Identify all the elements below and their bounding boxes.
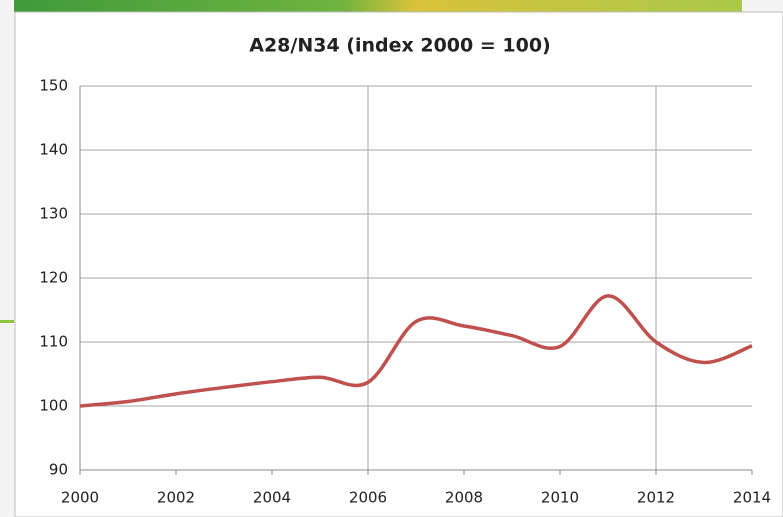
decor-line: [0, 320, 14, 323]
x-tick-label: 2010: [541, 489, 579, 507]
y-tick-label: 110: [39, 333, 68, 351]
chart-area: [14, 11, 783, 517]
y-tick-label: 100: [39, 397, 68, 415]
data-line: [79, 294, 753, 408]
decor-strip: [14, 0, 742, 12]
y-tick-label: 130: [39, 205, 68, 223]
x-tick-label: 2004: [253, 489, 291, 507]
x-tick-label: 2014: [733, 489, 771, 507]
y-tick-label: 90: [49, 461, 68, 479]
x-tick-label: 2006: [349, 489, 387, 507]
x-tick-label: 2008: [445, 489, 483, 507]
x-tick-label: 2002: [157, 489, 195, 507]
y-tick-label: 150: [39, 77, 68, 95]
chart-title: A28/N34 (index 2000 = 100): [249, 35, 551, 57]
x-tick-label: 2012: [637, 489, 675, 507]
x-tick-label: 2000: [61, 489, 99, 507]
y-tick-label: 120: [39, 269, 68, 287]
y-tick-label: 140: [39, 141, 68, 159]
